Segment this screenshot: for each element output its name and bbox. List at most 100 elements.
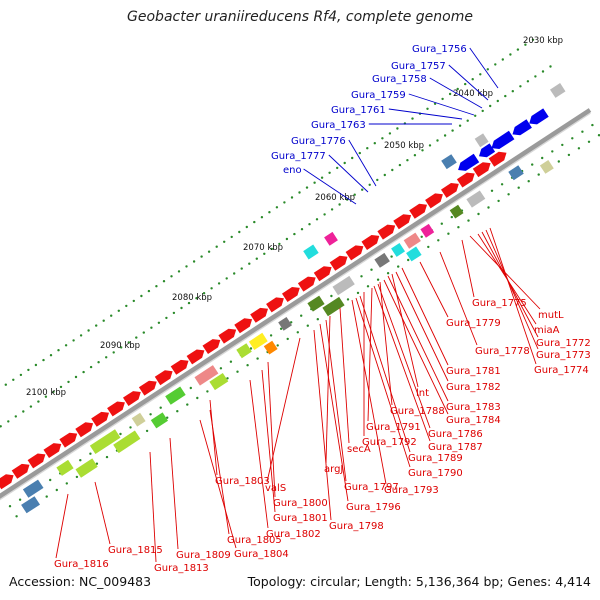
gene-block [22,479,44,498]
lower-gene-label: Gura_1798 [329,521,384,532]
scale-tick-dot [479,73,482,76]
scale-tick-dot [448,92,452,96]
gene-block [75,458,98,478]
scale-tick-dot [176,410,179,413]
scale-tick-dot [531,38,535,41]
scale-tick-dot [162,280,166,283]
lower-gene-leader [367,287,373,422]
lower-gene-label: secA [347,444,371,455]
scale-tick-dot [159,406,162,409]
scale-tick-dot [29,405,33,408]
scale-tick-dot [72,339,75,342]
lower-gene-label: Gura_1803 [215,476,270,487]
scale-tick-dot [79,334,83,337]
scale-tick-dot [474,114,477,118]
genome-summary-text: Topology: circular; Length: 5,136,364 bp… [247,574,591,589]
lower-gene-label: Gura_1775 [472,298,527,309]
scale-label: 2090 kbp [100,341,140,351]
lower-gene-label: Gura_1813 [154,563,209,574]
scale-tick-dot [587,140,591,143]
scale-tick-dot [140,294,143,298]
scale-tick-dot [343,161,346,165]
scale-tick-dot [170,275,173,278]
lower-gene-leader [325,315,331,464]
upper-gene-label: Gura_1759 [351,90,406,101]
page-title: Geobacter uraniireducens Rf4, complete g… [127,9,473,25]
scale-tick-dot [441,97,444,101]
lower-gene-leader [266,337,301,483]
scale-tick-dot [407,258,410,262]
scale-tick-dot [308,223,311,226]
scale-tick-dot [366,147,369,150]
scale-tick-dot [59,385,63,389]
upper-gene-leader [388,108,463,120]
scale-tick-dot [34,363,38,367]
gene-block [11,463,30,479]
scale-tick-dot [256,357,259,360]
scale-tick-dot [328,171,331,174]
lower-gene-label: Gura_1786 [428,429,483,440]
scale-tick-dot [517,186,520,189]
gene-block [491,130,515,149]
scale-tick-dot [527,180,530,183]
scale-tick-dot [145,429,149,433]
scale-tick-dot [260,216,264,219]
scale-tick-dot [276,344,279,347]
scale-tick-dot [195,297,198,300]
scale-tick-dot [526,80,530,83]
scale-tick-dot [366,285,370,288]
lower-gene-leader [94,481,111,545]
lower-gene-label: Gura_1816 [54,559,109,570]
scale-tick-dot [464,82,467,86]
scale-tick-dot [336,166,339,170]
scale-tick-dot [500,183,504,186]
gene-block [307,295,325,312]
scale-tick-dot [440,222,443,225]
lower-gene-label: Gura_1797 [344,482,399,493]
scale-tick-dot [279,327,283,330]
scale-tick-dot [283,201,286,204]
scale-tick-dot [189,386,192,390]
scale-tick-dot [147,289,151,293]
scale-tick-dot [496,99,499,103]
scale-tick-dot [22,410,25,413]
scale-tick-dot [353,193,356,196]
lower-gene-label: Gura_1801 [273,513,328,524]
scale-tick-dot [421,149,424,152]
lower-gene-leader [339,307,350,444]
scale-tick-dot [356,291,360,295]
lower-gene-label: Gura_1792 [362,437,417,448]
scale-tick-dot [246,364,249,367]
scale-tick-dot [383,173,386,177]
scale-tick-dot [127,341,130,344]
gene-block [425,193,443,209]
scale-tick-dot [12,378,15,381]
gene-block [458,153,480,171]
lower-gene-leader [395,271,449,382]
scale-tick-dot [537,173,540,176]
scale-tick-dot [427,245,430,249]
lower-gene-leader [461,239,475,298]
scale-tick-dot [391,168,394,172]
scale-tick-dot [373,142,376,145]
scale-tick-dot [450,215,453,219]
scale-tick-dot [551,150,554,153]
lower-gene-label: Gura_1802 [266,529,321,540]
scale-tick-dot [406,159,409,162]
lower-gene-label: Gura_1781 [446,366,501,377]
upper-gene-leader [348,139,377,187]
lower-gene-label: Gura_1796 [346,502,401,513]
gene-block [282,287,300,302]
scale-tick-dot [255,257,258,260]
gene-block [403,232,421,249]
gene-block [263,340,278,355]
scale-tick-dot [411,117,414,120]
scale-tick-dot [49,478,52,482]
scale-tick-dot [105,356,108,359]
gene-block [345,245,364,261]
gene-block [297,276,316,292]
gene-block [165,386,186,405]
scale-tick-dot [487,206,490,209]
scale-tick-dot [360,275,363,278]
